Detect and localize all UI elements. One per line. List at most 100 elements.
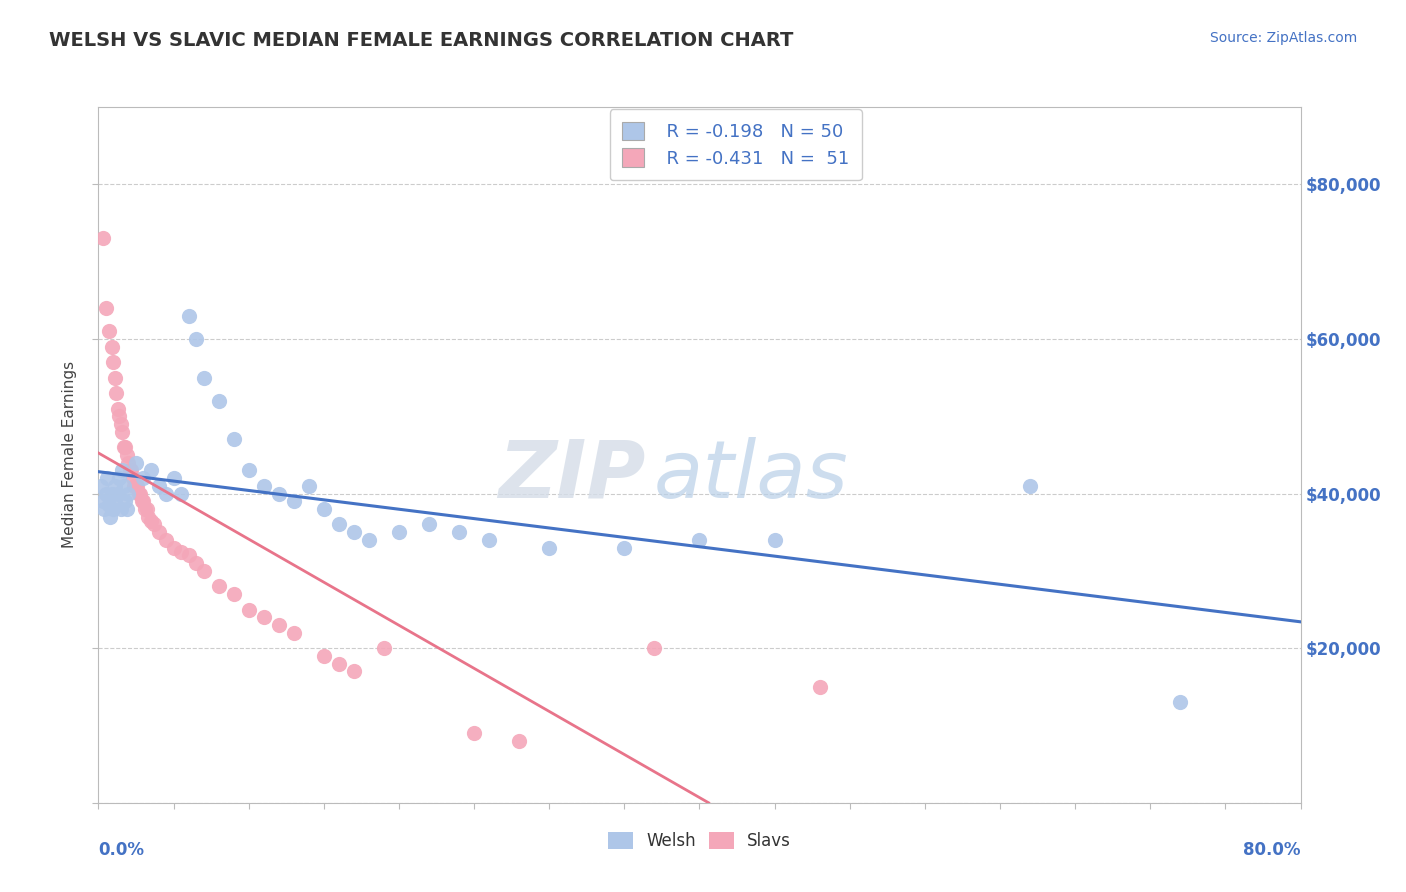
Point (177, 309, 200, 323)
Point (118, 463, 141, 477)
Point (110, 502, 132, 516)
Point (112, 479, 135, 493)
Point (139, 514, 162, 528)
Point (114, 494, 136, 508)
Text: Source: ZipAtlas.com: Source: ZipAtlas.com (1209, 31, 1357, 45)
Point (312, 502, 335, 516)
Point (131, 494, 153, 508)
Point (125, 479, 148, 493)
Point (643, 641, 665, 656)
Point (478, 533, 501, 547)
Point (100, 509, 122, 524)
Point (155, 533, 177, 547)
Point (1019, 479, 1042, 493)
Point (267, 618, 290, 632)
Point (103, 502, 125, 516)
Point (267, 486, 290, 500)
Point (132, 471, 155, 485)
Point (328, 657, 350, 671)
Point (208, 579, 231, 593)
Point (108, 409, 131, 424)
Point (357, 533, 380, 547)
Point (208, 393, 231, 408)
Point (136, 509, 159, 524)
Point (91, 494, 114, 508)
Text: 80.0%: 80.0% (1243, 841, 1301, 859)
Text: 0.0%: 0.0% (98, 841, 145, 859)
Point (105, 491, 128, 505)
Point (298, 479, 321, 493)
Point (155, 486, 177, 500)
Point (283, 494, 305, 508)
Point (111, 425, 134, 439)
Point (105, 386, 128, 401)
Point (148, 525, 170, 540)
Point (162, 541, 184, 555)
Point (388, 525, 411, 540)
Point (253, 479, 276, 493)
Point (283, 625, 305, 640)
Point (117, 456, 139, 470)
Point (107, 486, 129, 500)
Point (508, 734, 530, 748)
Point (1170, 695, 1192, 709)
Point (104, 479, 127, 493)
Legend:   R = -0.198   N = 50,   R = -0.431   N =  51: R = -0.198 N = 50, R = -0.431 N = 51 (610, 109, 862, 180)
Point (135, 502, 157, 516)
Point (115, 448, 138, 462)
Point (94, 301, 117, 315)
Point (90, 479, 112, 493)
Point (134, 502, 156, 516)
Point (184, 556, 207, 570)
Point (107, 401, 129, 416)
Point (373, 641, 395, 656)
Point (538, 541, 561, 555)
Point (124, 479, 146, 493)
Point (125, 456, 148, 470)
Point (222, 587, 245, 601)
Point (115, 502, 138, 516)
Point (343, 665, 366, 679)
Point (110, 417, 132, 431)
Point (148, 479, 170, 493)
Point (162, 471, 184, 485)
Point (103, 355, 125, 369)
Point (112, 440, 135, 454)
Point (343, 525, 366, 540)
Point (104, 370, 127, 384)
Point (170, 544, 193, 558)
Point (177, 549, 200, 563)
Point (94, 486, 117, 500)
Point (93, 502, 115, 516)
Text: ZIP: ZIP (498, 437, 645, 515)
Point (170, 486, 193, 500)
Point (96, 471, 118, 485)
Point (117, 486, 139, 500)
Point (101, 486, 124, 500)
Point (132, 494, 155, 508)
Point (689, 533, 711, 547)
Point (108, 471, 131, 485)
Point (97, 324, 120, 338)
Point (128, 486, 150, 500)
Point (447, 525, 470, 540)
Point (253, 610, 276, 624)
Point (97, 498, 120, 512)
Point (328, 517, 350, 532)
Point (91, 231, 114, 245)
Point (122, 471, 145, 485)
Point (143, 517, 166, 532)
Y-axis label: Median Female Earnings: Median Female Earnings (62, 361, 77, 549)
Point (139, 463, 162, 477)
Point (127, 479, 149, 493)
Point (184, 332, 207, 346)
Point (114, 440, 136, 454)
Point (463, 726, 485, 740)
Point (613, 541, 636, 555)
Point (129, 486, 152, 500)
Point (193, 564, 215, 578)
Point (121, 463, 143, 477)
Point (111, 463, 134, 477)
Point (222, 433, 245, 447)
Text: atlas: atlas (654, 437, 849, 515)
